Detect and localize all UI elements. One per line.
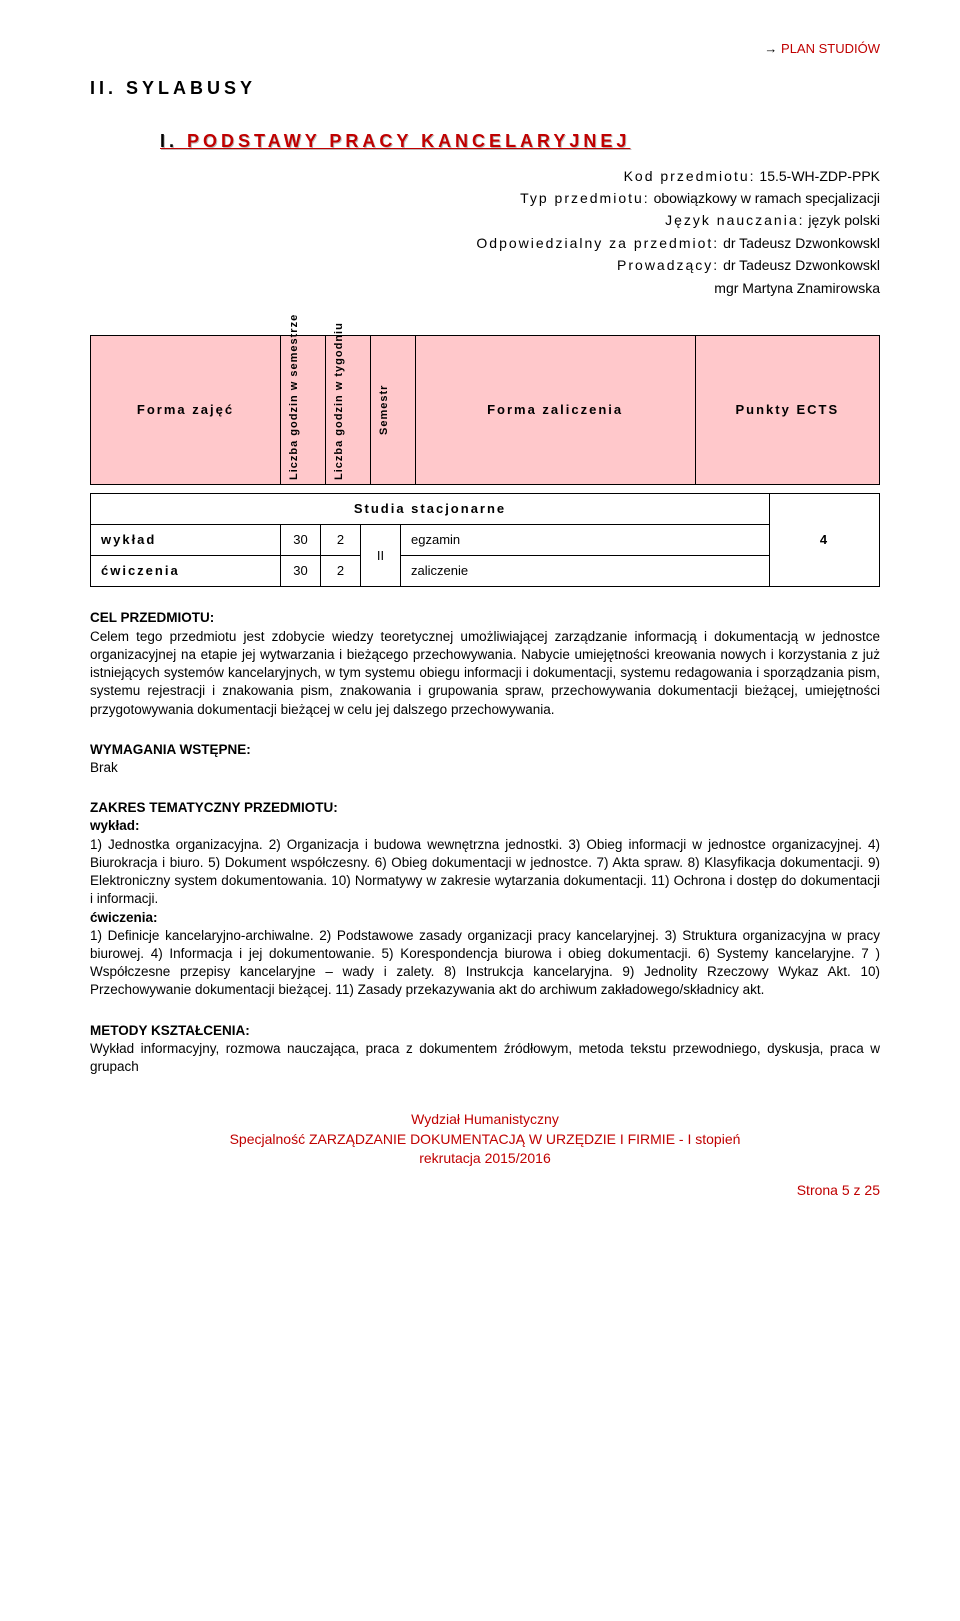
form-data-table: Studia stacjonarne 4 wykład 30 2 II egza… bbox=[90, 493, 880, 588]
th-liczba-sem: Liczba godzin w semestrze bbox=[281, 335, 326, 484]
th-forma-zajec: Forma zajęć bbox=[91, 335, 281, 484]
stationary-row: Studia stacjonarne 4 bbox=[91, 493, 880, 524]
th-forma-zal: Forma zaliczenia bbox=[415, 335, 695, 484]
cel-section: CEL PRZEDMIOTU: Celem tego przedmiotu je… bbox=[90, 609, 880, 718]
row-zal: egzamin bbox=[401, 525, 770, 556]
prow-label: Prowadzący: bbox=[617, 257, 719, 273]
cwiczenia-subheading: ćwiczenia: bbox=[90, 909, 880, 927]
row-semestr: II bbox=[361, 525, 401, 587]
metody-heading: METODY KSZTAŁCENIA: bbox=[90, 1022, 880, 1040]
footer-line-1: Wydział Humanistyczny bbox=[90, 1110, 880, 1130]
table-row: ćwiczenia 30 2 zaliczenie bbox=[91, 556, 880, 587]
th-punkty: Punkty ECTS bbox=[695, 335, 879, 484]
prow-value-2: mgr Martyna Znamirowska bbox=[714, 280, 880, 296]
metody-section: METODY KSZTAŁCENIA: Wykład informacyjny,… bbox=[90, 1022, 880, 1077]
prowadzacy-2: mgr Martyna Znamirowska bbox=[90, 277, 880, 299]
row-forma: ćwiczenia bbox=[91, 556, 281, 587]
footer-line-2: Specjalność ZARZĄDZANIE DOKUMENTACJĄ W U… bbox=[90, 1130, 880, 1150]
row-zal: zaliczenie bbox=[401, 556, 770, 587]
arrow-icon: → bbox=[764, 41, 777, 56]
odpowiedzialny: Odpowiedzialny za przedmiot: dr Tadeusz … bbox=[90, 232, 880, 254]
jezyk-nauczania: Język nauczania: język polski bbox=[90, 209, 880, 231]
section-title: PODSTAWY PRACY KANCELARYJNEJ bbox=[187, 131, 630, 151]
kod-value: 15.5-WH-ZDP-PPK bbox=[759, 168, 880, 184]
wyklad-subheading: wykład: bbox=[90, 817, 880, 835]
cwiczenia-text: 1) Definicje kancelaryjno-archiwalne. 2)… bbox=[90, 927, 880, 1000]
odp-value: dr Tadeusz Dzwonkowskl bbox=[723, 235, 880, 251]
row-sem: 30 bbox=[281, 525, 321, 556]
row-tyg: 2 bbox=[321, 525, 361, 556]
row-forma: wykład bbox=[91, 525, 281, 556]
footer: Wydział Humanistyczny Specjalność ZARZĄD… bbox=[90, 1110, 880, 1169]
cel-text: Celem tego przedmiotu jest zdobycie wied… bbox=[90, 628, 880, 719]
header-plan-text: PLAN STUDIÓW bbox=[781, 41, 880, 56]
kod-przedmiotu: Kod przedmiotu: 15.5-WH-ZDP-PPK bbox=[90, 165, 880, 187]
section-number: I. bbox=[160, 131, 178, 151]
prow-value-1: dr Tadeusz Dzwonkowskl bbox=[723, 257, 880, 273]
zakres-section: ZAKRES TEMATYCZNY PRZEDMIOTU: wykład: 1)… bbox=[90, 799, 880, 999]
typ-label: Typ przedmiotu: bbox=[520, 190, 650, 206]
table-row: wykład 30 2 II egzamin bbox=[91, 525, 880, 556]
wyklad-text: 1) Jednostka organizacyjna. 2) Organizac… bbox=[90, 836, 880, 909]
th-liczba-tyg: Liczba godzin w tygodniu bbox=[325, 335, 370, 484]
odp-label: Odpowiedzialny za przedmiot: bbox=[476, 235, 719, 251]
wymagania-heading: WYMAGANIA WSTĘPNE: bbox=[90, 741, 880, 759]
th-semestr: Semestr bbox=[370, 335, 415, 484]
typ-value: obowiązkowy w ramach specjalizacji bbox=[654, 190, 880, 206]
stationary-label: Studia stacjonarne bbox=[91, 493, 770, 524]
page-number: Strona 5 z 25 bbox=[90, 1181, 880, 1201]
metody-text: Wykład informacyjny, rozmowa nauczająca,… bbox=[90, 1040, 880, 1076]
row-sem: 30 bbox=[281, 556, 321, 587]
form-header-table: Forma zajęć Liczba godzin w semestrze Li… bbox=[90, 335, 880, 485]
wymagania-text: Brak bbox=[90, 759, 880, 777]
typ-przedmiotu: Typ przedmiotu: obowiązkowy w ramach spe… bbox=[90, 187, 880, 209]
row-tyg: 2 bbox=[321, 556, 361, 587]
jezyk-value: język polski bbox=[808, 212, 880, 228]
footer-line-3: rekrutacja 2015/2016 bbox=[90, 1149, 880, 1169]
jezyk-label: Język nauczania: bbox=[665, 212, 804, 228]
zakres-heading: ZAKRES TEMATYCZNY PRZEDMIOTU: bbox=[90, 799, 880, 817]
ects-cell: 4 bbox=[770, 493, 880, 587]
cel-heading: CEL PRZEDMIOTU: bbox=[90, 609, 880, 627]
header-plan-link: → PLAN STUDIÓW bbox=[90, 40, 880, 58]
wymagania-section: WYMAGANIA WSTĘPNE: Brak bbox=[90, 741, 880, 777]
prowadzacy: Prowadzący: dr Tadeusz Dzwonkowskl bbox=[90, 254, 880, 276]
section-sylabusy-heading: II. SYLABUSY bbox=[90, 76, 880, 101]
kod-label: Kod przedmiotu: bbox=[624, 168, 756, 184]
